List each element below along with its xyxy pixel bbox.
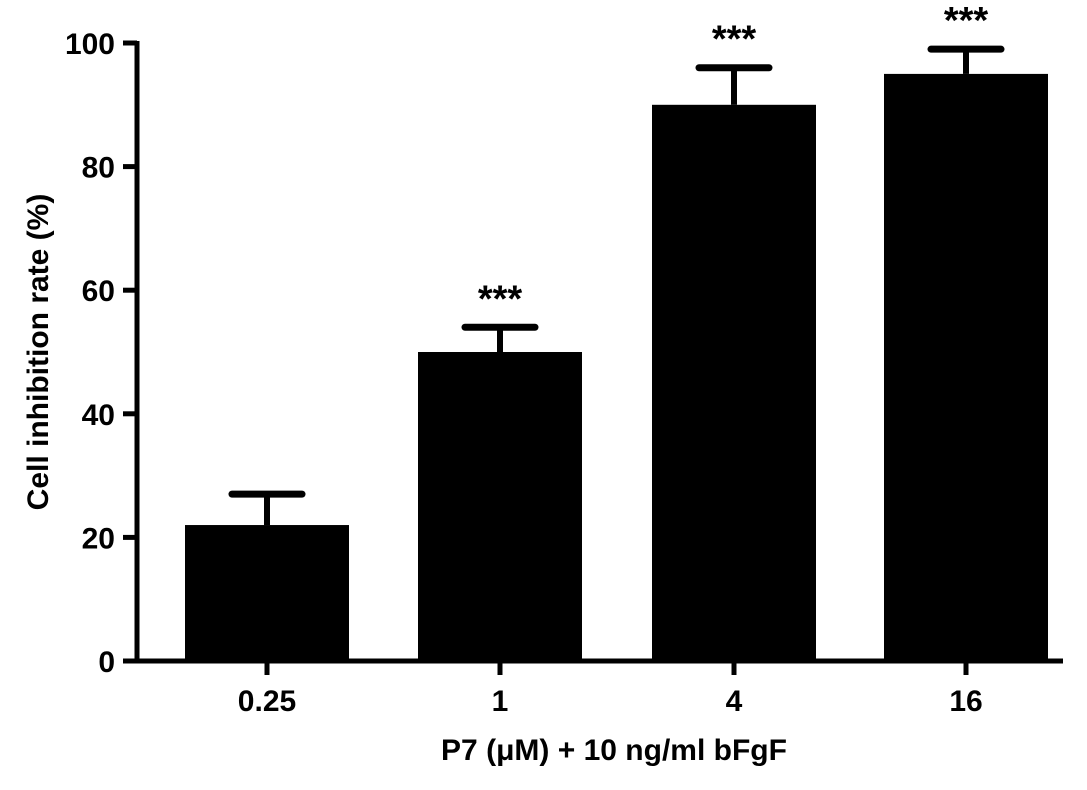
- bars: [185, 73, 1048, 662]
- significance-label: ***: [478, 278, 523, 320]
- significance-annotations: *** *** ***: [478, 0, 989, 320]
- y-tick-label: 60: [82, 275, 115, 308]
- x-tick-label: 4: [726, 685, 743, 718]
- y-axis-title: Cell inhibition rate (%): [22, 194, 55, 511]
- y-axis-ticks: 0 20 40 60 80 100: [65, 28, 137, 679]
- y-tick-label: 40: [82, 399, 115, 432]
- y-tick-label: 20: [82, 522, 115, 555]
- significance-label: ***: [712, 19, 757, 61]
- y-tick-label: 80: [82, 152, 115, 185]
- y-tick-label: 100: [65, 28, 115, 61]
- y-tick-label: 0: [98, 646, 115, 679]
- bar: [418, 352, 582, 661]
- significance-label: ***: [944, 0, 989, 42]
- error-bars: [228, 45, 1005, 526]
- x-axis-title: P7 (μM) + 10 ng/ml bFgF: [441, 734, 787, 767]
- x-tick-label: 16: [949, 685, 982, 718]
- bar: [652, 104, 816, 662]
- x-tick-label: 0.25: [238, 685, 296, 718]
- x-tick-label: 1: [492, 685, 509, 718]
- x-axis-ticks: 0.25 1 4 16: [238, 661, 983, 718]
- bar: [884, 73, 1048, 661]
- bar: [185, 525, 349, 661]
